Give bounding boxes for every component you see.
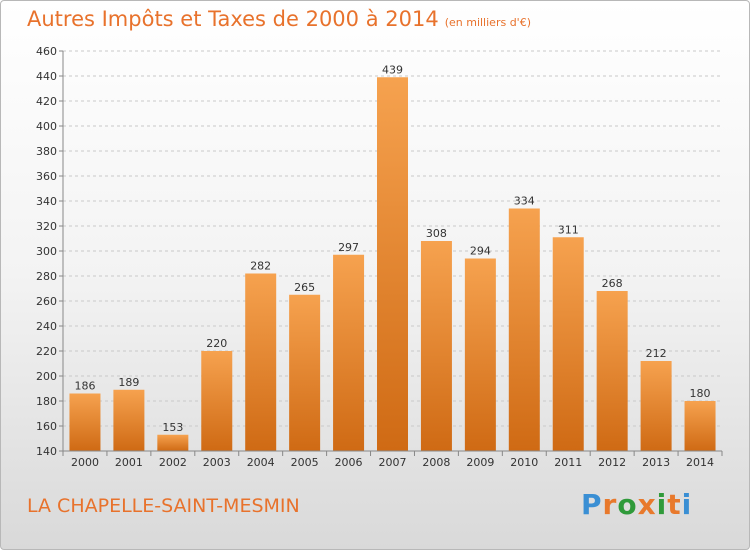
bar [420,241,452,451]
bar [201,351,233,451]
logo-letter: P [581,488,603,521]
x-tick-label: 2012 [598,456,626,469]
bar [596,291,628,451]
value-label: 220 [206,337,227,350]
bar [508,208,540,451]
y-tick-label: 440 [36,70,57,83]
value-label: 180 [690,387,711,400]
x-tick-label: 2003 [203,456,231,469]
bar [69,393,101,451]
y-tick-label: 300 [36,245,57,258]
y-tick-label: 420 [36,95,57,108]
y-tick-label: 280 [36,270,57,283]
bar [377,77,408,451]
x-tick-label: 2001 [115,456,143,469]
y-tick-label: 400 [36,120,57,133]
x-tick-label: 2004 [247,456,275,469]
logo-letter: i [656,488,668,521]
y-tick-label: 140 [36,445,57,458]
x-tick-label: 2014 [686,456,714,469]
value-label: 212 [646,347,667,360]
y-tick-label: 260 [36,295,57,308]
y-tick-label: 180 [36,395,57,408]
value-label: 334 [514,195,535,208]
y-tick-label: 240 [36,320,57,333]
y-tick-label: 340 [36,195,57,208]
logo-letter: x [637,488,657,521]
logo-letter: i [681,488,693,521]
bar [640,361,672,451]
value-label: 297 [338,241,359,254]
value-label: 153 [162,421,183,434]
bar [113,389,145,451]
value-label: 265 [294,281,315,294]
value-labels: 186 189 153 220 282 265 297 439 308 294 334 311 268 2… [74,63,710,434]
logo-letter: t [667,488,682,521]
value-label: 308 [426,227,447,240]
proxiti-logo[interactable]: Proxiti [581,488,692,521]
x-tick-label: 2000 [71,456,99,469]
y-tick-label: 220 [36,345,57,358]
chart-title: Autres Impôts et Taxes de 2000 à 2014 [27,7,439,31]
bar [333,254,365,451]
bar [245,273,277,451]
x-tick-label: 2007 [379,456,407,469]
x-tick-label: 2011 [554,456,582,469]
title-block: Autres Impôts et Taxes de 2000 à 2014 (en… [27,7,531,31]
logo-letter: o [617,488,638,521]
x-tick-label: 2009 [466,456,494,469]
x-tick-label: 2006 [335,456,363,469]
y-tick-label: 380 [36,145,57,158]
x-tick-label: 2008 [422,456,450,469]
y-tick-label: 360 [36,170,57,183]
x-tick-label: 2013 [642,456,670,469]
chart-subtitle: (en milliers d'€) [444,16,531,29]
grid-lines [63,50,722,452]
x-tick-label: 2002 [159,456,187,469]
bar [464,258,496,451]
value-label: 186 [74,380,95,393]
x-tick-label: 2005 [291,456,319,469]
value-label: 439 [382,63,403,76]
bar [289,294,321,451]
bar [552,237,584,451]
y-axis-ticks: 140 160 180 200 220 240 260 280 300 320 340 360 380 4… [36,45,63,458]
y-tick-label: 200 [36,370,57,383]
bar [157,434,189,451]
y-tick-label: 320 [36,220,57,233]
bar [684,401,716,451]
x-tick-label: 2010 [510,456,538,469]
y-tick-label: 160 [36,420,57,433]
value-label: 311 [558,223,579,236]
x-axis-ticks: 2000 2001 2002 2003 2004 2005 2006 2007 2008 2009… [62,451,723,469]
value-label: 282 [250,260,271,273]
logo-letter: r [602,488,618,521]
value-label: 268 [602,277,623,290]
value-label: 189 [118,376,139,389]
city-name: LA CHAPELLE-SAINT-MESMIN [27,495,300,517]
y-tick-label: 460 [36,45,57,58]
value-label: 294 [470,245,491,258]
bars [69,77,716,451]
